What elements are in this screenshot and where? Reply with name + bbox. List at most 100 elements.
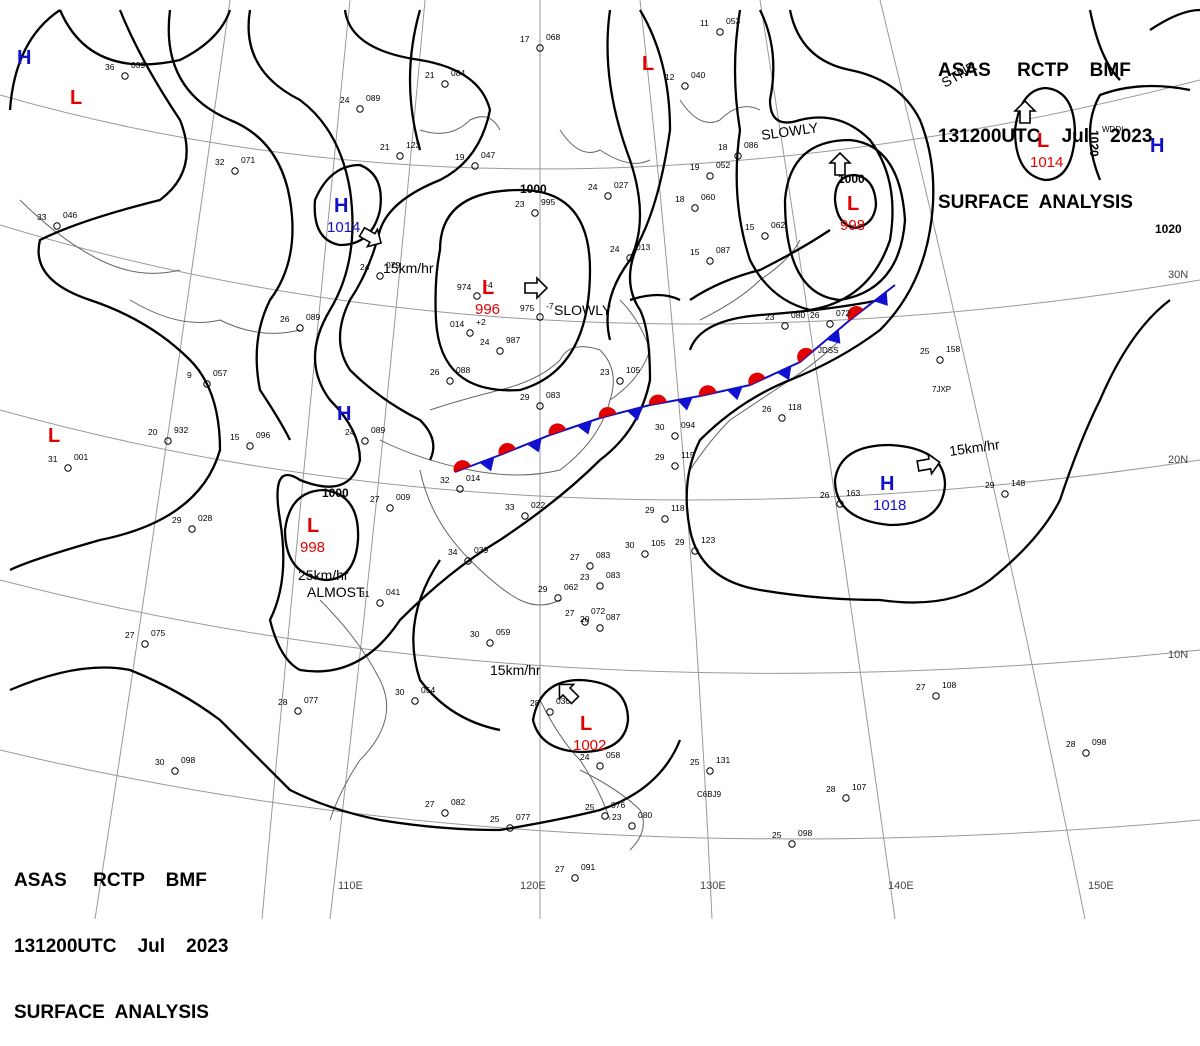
station-temperature: 28 <box>530 698 540 708</box>
isobar <box>629 293 681 302</box>
station-pressure: 115 <box>681 450 695 460</box>
station-pressure: 027 <box>614 180 628 190</box>
station-plot: 014 +2 <box>450 317 486 337</box>
station-plot: 24 079 <box>360 260 400 280</box>
station-temperature: 9 <box>187 370 192 380</box>
station-temperature: 23 <box>600 367 610 377</box>
pressure-symbol: H <box>337 403 351 425</box>
station-temperature: 26 <box>430 367 440 377</box>
station-plot: 21 084 <box>425 68 465 88</box>
station-circle <box>836 500 844 508</box>
station-temperature: 27 <box>555 864 565 874</box>
station-temperature: 29 <box>520 392 530 402</box>
cold-front-triangle <box>479 457 495 472</box>
movement-label: ALMOST <box>307 584 365 600</box>
isobar <box>1088 9 1121 81</box>
station-temperature: 29 <box>645 505 655 515</box>
station-plot: 20 932 <box>148 425 188 445</box>
station-temperature: 17 <box>520 34 530 44</box>
station-pressure: 123 <box>701 535 715 545</box>
station-plot: 31 001 <box>48 452 88 472</box>
station-circle <box>231 167 239 175</box>
isobar-label: 1000 <box>838 172 865 186</box>
station-circle <box>296 324 304 332</box>
station-temperature: 15 <box>230 432 240 442</box>
station-circle <box>496 347 504 355</box>
station-temperature: 28 <box>278 697 288 707</box>
station-pressure: +4 <box>483 280 493 290</box>
isobar <box>167 9 294 441</box>
pressure-symbol: L <box>307 515 319 537</box>
cold-front-triangle <box>826 329 841 344</box>
station-pressure: 158 <box>946 344 960 354</box>
station-circle <box>376 272 384 280</box>
station-circle <box>188 525 196 533</box>
isobar <box>606 9 642 341</box>
isobar-label: 1000 <box>322 486 349 500</box>
station-plot: 27 009 <box>370 492 410 512</box>
station-circle <box>164 437 172 445</box>
header-top: ASAS RCTP BMF 131200UTC Jul 2023 SURFACE… <box>938 16 1152 236</box>
header-bottom: ASAS RCTP BMF 131200UTC Jul 2023 SURFACE… <box>14 826 228 1046</box>
station-temperature: 18 <box>675 194 685 204</box>
station-pressure: 079 <box>386 260 400 270</box>
pressure-symbol: H <box>17 47 31 69</box>
station-temperature: 24 <box>580 752 590 762</box>
station-temperature: 25 <box>772 830 782 840</box>
station-circle <box>604 192 612 200</box>
station-plot: 29 148 <box>985 478 1025 498</box>
movement-arrow <box>916 452 941 476</box>
station-circle <box>641 550 649 558</box>
station-circle <box>601 812 609 820</box>
station-pressure: 089 <box>371 425 385 435</box>
warm-front-semicircle <box>598 406 617 419</box>
station-plot: 30 059 <box>470 627 510 647</box>
pressure-symbol: H <box>1150 135 1164 157</box>
station-temperature: 11 <box>700 18 709 28</box>
pressure-value: 1002 <box>573 737 606 754</box>
station-pressure: 009 <box>396 492 410 502</box>
station-plot: 29 028 <box>172 513 212 533</box>
station-pressure: 098 <box>1092 737 1106 747</box>
station-circle <box>1082 749 1090 757</box>
isobar <box>531 678 630 754</box>
station-circle <box>441 809 449 817</box>
station-temperature: 34 <box>448 547 458 557</box>
arrow-shape <box>916 452 941 476</box>
parallel-line <box>0 749 1200 840</box>
station-temperature: 19 <box>690 162 700 172</box>
station-pressure: 014 <box>466 473 480 483</box>
station-pressure: 083 <box>546 390 560 400</box>
station-temperature: 30 <box>625 540 635 550</box>
station-plot: 24 089 <box>345 425 385 445</box>
station-circle <box>586 562 594 570</box>
station-plot: 30 094 <box>655 420 695 440</box>
isobar <box>685 9 1171 604</box>
station-temperature: 29 <box>172 515 182 525</box>
station-plot: 27 091 <box>555 862 595 882</box>
station-plot: 975 -7 <box>520 301 554 321</box>
pressure-value: 998 <box>840 217 865 234</box>
station-circle <box>361 437 369 445</box>
station-plot: 28 030 <box>530 696 570 716</box>
station-plot: 9 057 <box>187 368 227 388</box>
station-plot: 26 118 <box>762 402 802 422</box>
station-circle <box>294 707 302 715</box>
station-pressure: 105 <box>626 365 640 375</box>
station-pressure: 046 <box>63 210 77 220</box>
station-temperature: 974 <box>457 282 471 292</box>
longitude-label: 150E <box>1088 880 1114 892</box>
isobar-label: 1000 <box>520 182 547 196</box>
station-circle <box>1001 490 1009 498</box>
station-pressure: 131 <box>716 755 730 765</box>
header-datetime: 131200UTC Jul 2023 <box>938 126 1153 147</box>
station-plot: 30 054 <box>395 685 435 705</box>
meridian-line <box>759 0 896 919</box>
movement-label: 15km/hr <box>383 260 434 276</box>
station-circle <box>706 257 714 265</box>
station-plot: 23 080 <box>612 810 652 830</box>
high-pressure-center: H <box>337 403 351 425</box>
station-circle <box>788 840 796 848</box>
station-plot: 15 096 <box>230 430 270 450</box>
station-circle <box>691 204 699 212</box>
